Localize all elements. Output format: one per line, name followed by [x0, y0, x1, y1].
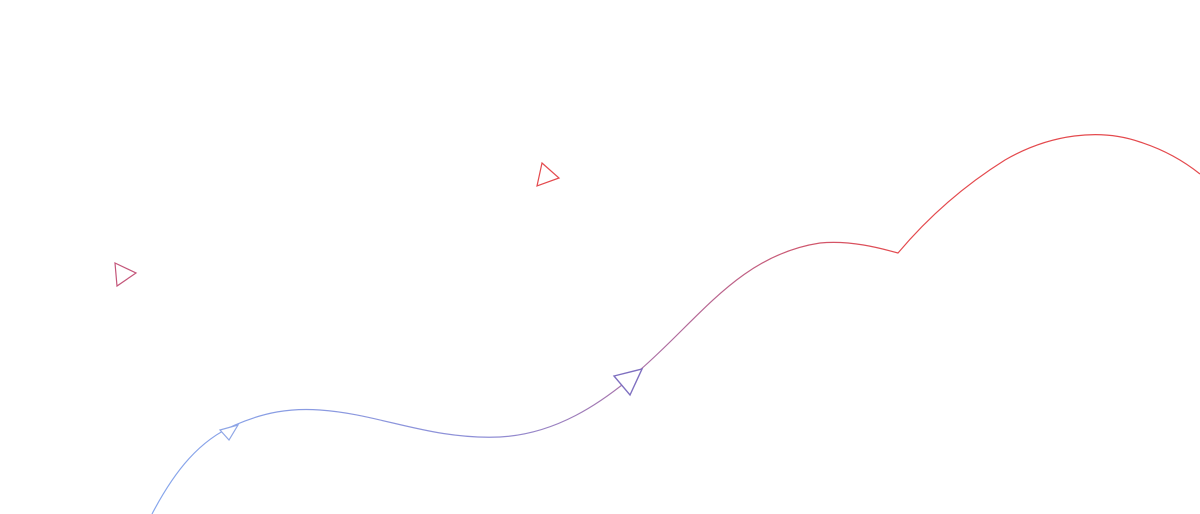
arrow-head	[612, 367, 644, 397]
flight-path	[151, 134, 1200, 514]
triangle-decoration	[536, 161, 561, 187]
arrow-head	[218, 424, 240, 442]
triangle-decoration	[114, 262, 138, 288]
